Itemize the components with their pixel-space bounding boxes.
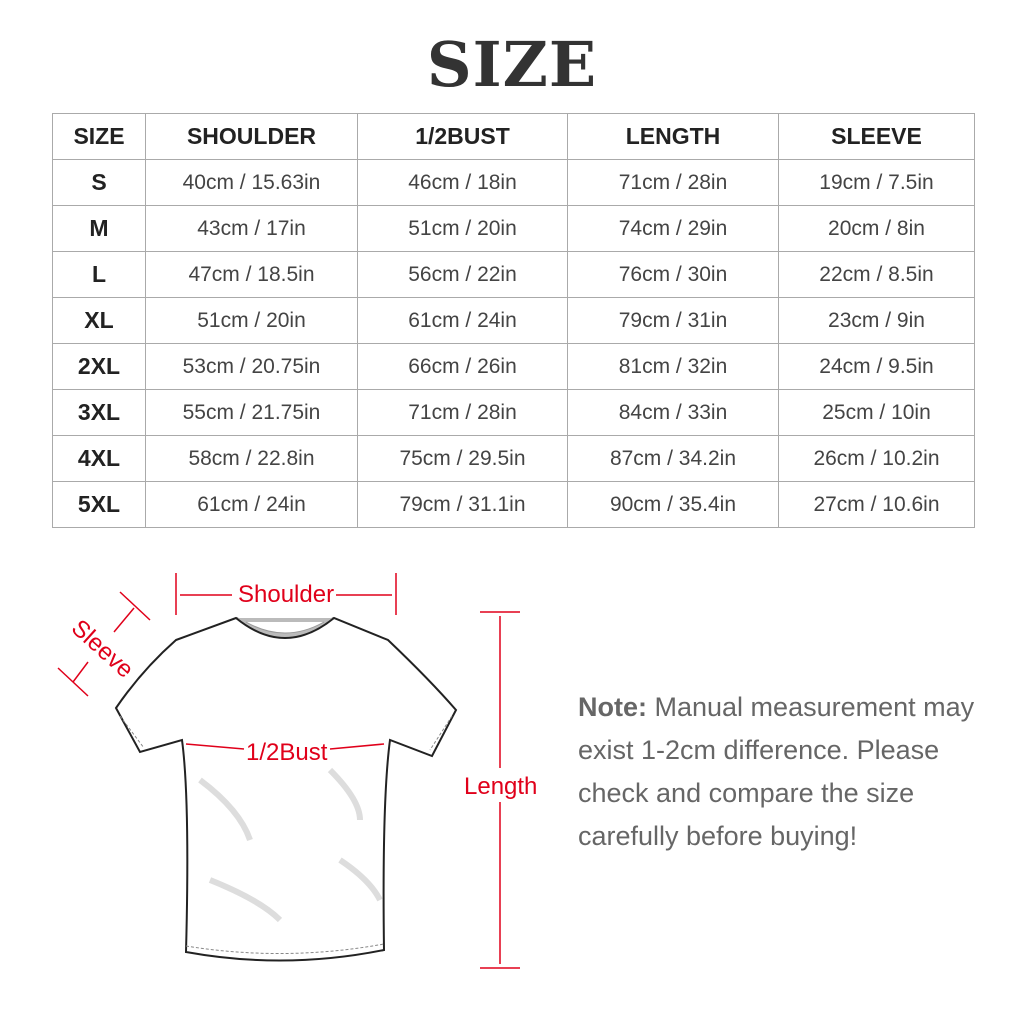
header-size: SIZE [52,113,146,160]
size-cell: L [52,251,146,298]
measurement-cell: 47cm / 18.5in [145,251,358,298]
measurement-cell: 19cm / 7.5in [778,159,975,206]
page-title: SIZE [426,28,598,101]
shoulder-label: Shoulder [238,581,334,608]
table-row: 5XL 61cm / 24in 79cm / 31.1in 90cm / 35.4in… [52,481,975,528]
measurement-cell: 24cm / 9.5in [778,343,975,390]
size-cell: 5XL [52,481,146,528]
measurement-cell: 76cm / 30in [567,251,779,298]
measurement-cell: 27cm / 10.6in [778,481,975,528]
measurement-cell: 40cm / 15.63in [145,159,358,206]
measurement-cell: 90cm / 35.4in [567,481,779,528]
table-row: 2XL 53cm / 20.75in 66cm / 26in 81cm / 32in 2… [52,343,975,390]
table-header-row: SIZE SHOULDER 1/2BUST LENGTH SLEEVE [52,113,975,160]
table-row: M 43cm / 17in 51cm / 20in 74cm / 29in 20cm /… [52,205,975,252]
measurement-cell: 55cm / 21.75in [145,389,358,436]
table-row: L 47cm / 18.5in 56cm / 22in 76cm / 30in 22cm… [52,251,975,298]
length-label: Length [464,773,537,800]
note: Note: Manual measurement may exist 1-2cm… [578,686,978,858]
table-row: 4XL 58cm / 22.8in 75cm / 29.5in 87cm / 34.2… [52,435,975,482]
measurement-cell: 22cm / 8.5in [778,251,975,298]
measurement-cell: 75cm / 29.5in [357,435,568,482]
measurement-cell: 26cm / 10.2in [778,435,975,482]
table-row: 3XL 55cm / 21.75in 71cm / 28in 84cm / 33in 2… [52,389,975,436]
measurement-cell: 51cm / 20in [357,205,568,252]
measurement-cell: 56cm / 22in [357,251,568,298]
bust-label: 1/2Bust [246,739,328,766]
measurement-cell: 58cm / 22.8in [145,435,358,482]
measurement-cell: 53cm / 20.75in [145,343,358,390]
table-row: XL 51cm / 20in 61cm / 24in 79cm / 31in 23cm … [52,297,975,344]
measurement-cell: 79cm / 31.1in [357,481,568,528]
note-label: Note: [578,692,647,722]
header-bust: 1/2BUST [357,113,568,160]
measurement-cell: 87cm / 34.2in [567,435,779,482]
measurement-cell: 74cm / 29in [567,205,779,252]
measurement-arrows [57,573,520,969]
measurement-cell: 66cm / 26in [357,343,568,390]
tshirt-diagram: Shoulder 1/2Bust Length Sleeve [57,573,537,969]
measurement-cell: 61cm / 24in [357,297,568,344]
header-shoulder: SHOULDER [145,113,358,160]
measurement-cell: 84cm / 33in [567,389,779,436]
measurement-cell: 20cm / 8in [778,205,975,252]
measurement-cell: 51cm / 20in [145,297,358,344]
measurement-cell: 46cm / 18in [357,159,568,206]
measurement-cell: 71cm / 28in [357,389,568,436]
header-length: LENGTH [567,113,779,160]
size-cell: 2XL [52,343,146,390]
header-sleeve: SLEEVE [778,113,975,160]
measurement-cell: 71cm / 28in [567,159,779,206]
measurement-cell: 81cm / 32in [567,343,779,390]
measurement-cell: 43cm / 17in [145,205,358,252]
measurement-cell: 23cm / 9in [778,297,975,344]
size-cell: 4XL [52,435,146,482]
note-text: Manual measurement may exist 1-2cm diffe… [578,692,975,851]
size-cell: XL [52,297,146,344]
measurement-cell: 79cm / 31in [567,297,779,344]
tshirt-illustration [114,616,458,962]
size-table: SIZE SHOULDER 1/2BUST LENGTH SLEEVE S 40c… [52,113,975,528]
measurement-cell: 61cm / 24in [145,481,358,528]
size-cell: 3XL [52,389,146,436]
size-cell: M [52,205,146,252]
measurement-cell: 25cm / 10in [778,389,975,436]
table-row: S 40cm / 15.63in 46cm / 18in 71cm / 28in 19c… [52,159,975,206]
sleeve-label: Sleeve [66,614,139,683]
size-cell: S [52,159,146,206]
